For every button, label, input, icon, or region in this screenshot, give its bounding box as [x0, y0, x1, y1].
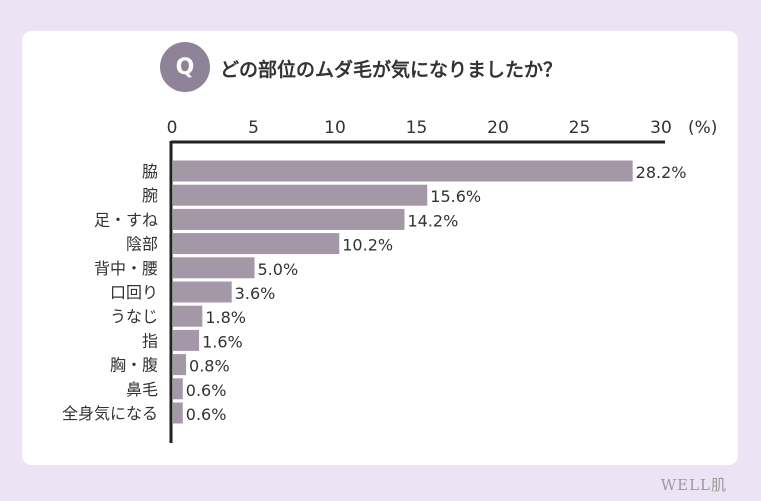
bar [173, 257, 255, 279]
bar [173, 402, 183, 424]
category-label: 胸・腹 [110, 356, 158, 375]
data-label: 1.6% [202, 332, 243, 351]
category-label: 脇 [142, 162, 158, 181]
data-label: 10.2% [342, 236, 393, 255]
bar [173, 305, 203, 327]
data-label: 1.8% [205, 308, 246, 327]
x-tick-label: 20 [487, 118, 509, 138]
data-label: 0.8% [189, 357, 230, 376]
x-tick-label: 25 [569, 118, 591, 138]
question-title: どの部位のムダ毛が気になりましたか？ [220, 59, 563, 81]
data-label: 5.0% [258, 260, 299, 279]
data-label: 0.6% [186, 405, 227, 424]
bar [173, 233, 340, 255]
bar [173, 160, 633, 182]
x-tick-label: 0 [167, 118, 178, 138]
data-label: 15.6% [430, 187, 481, 206]
question-badge: Q [160, 42, 210, 92]
bar [173, 354, 187, 376]
data-label: 14.2% [407, 211, 458, 230]
data-label: 28.2% [636, 163, 687, 182]
category-label: 口回り [110, 283, 158, 302]
category-label: 腕 [142, 186, 158, 205]
x-axis-unit: (%) [688, 118, 717, 138]
bar [173, 184, 428, 206]
category-label: うなじ [110, 307, 158, 326]
category-label: 指 [142, 331, 158, 350]
x-tick-label: 10 [324, 118, 346, 138]
x-tick-label: 15 [406, 118, 428, 138]
brand-logo: WELL肌 [660, 476, 727, 494]
x-tick-label: 5 [248, 118, 259, 138]
category-label: 足・すね [94, 210, 158, 229]
bar [173, 208, 405, 230]
category-label: 背中・腰 [94, 259, 158, 278]
category-label: 陰部 [126, 235, 158, 254]
category-label: 鼻毛 [126, 380, 158, 399]
bar [173, 378, 183, 400]
chart-card [22, 31, 738, 465]
x-tick-label: 30 [650, 118, 672, 138]
category-label: 全身気になる [62, 404, 158, 423]
data-label: 3.6% [235, 284, 276, 303]
bar [173, 281, 232, 303]
bar [173, 329, 200, 351]
data-label: 0.6% [186, 381, 227, 400]
